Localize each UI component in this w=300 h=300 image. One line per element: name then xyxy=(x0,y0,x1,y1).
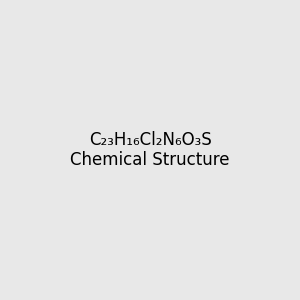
Text: C₂₃H₁₆Cl₂N₆O₃S
Chemical Structure: C₂₃H₁₆Cl₂N₆O₃S Chemical Structure xyxy=(70,130,230,170)
